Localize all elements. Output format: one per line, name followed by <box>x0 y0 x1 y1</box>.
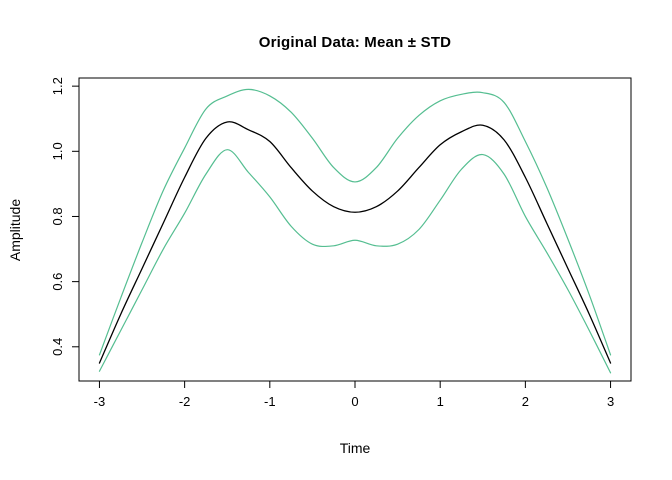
mean-line <box>98 121 612 364</box>
mean_minus_std-line <box>98 149 612 374</box>
x-tick-label: 2 <box>522 394 529 409</box>
y-tick-label: 0.6 <box>50 273 65 291</box>
y-axis-label: Amplitude <box>7 198 23 262</box>
x-tick-label: -3 <box>94 394 106 409</box>
x-tick-label: 0 <box>351 394 358 409</box>
x-tick-label: 3 <box>607 394 614 409</box>
x-tick-label: -2 <box>179 394 191 409</box>
x-axis-label: Time <box>339 440 371 456</box>
x-tick-label: -1 <box>264 394 276 409</box>
chart-title: Original Data: Mean ± STD <box>258 34 452 51</box>
y-tick-label: 1.2 <box>50 77 65 95</box>
y-tick-label: 0.8 <box>50 207 65 225</box>
y-tick-label: 1.0 <box>50 142 65 160</box>
plot-box <box>78 77 632 382</box>
mean_plus_std-line <box>98 88 612 356</box>
x-tick-label: 1 <box>437 394 444 409</box>
y-tick-label: 0.4 <box>50 338 65 356</box>
